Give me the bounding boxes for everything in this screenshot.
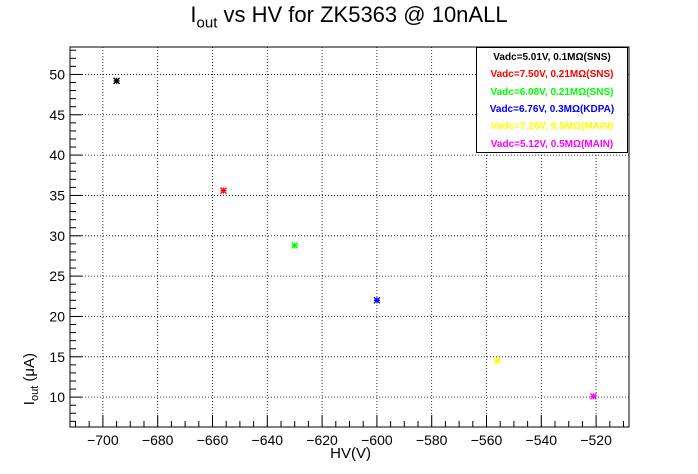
y-tick-label: 50 [49, 66, 65, 82]
data-point [589, 392, 597, 400]
chart-title: Iout vs HV for ZK5363 @ 10nALL [0, 2, 698, 31]
x-tick-label: −560 [471, 432, 503, 448]
data-point [373, 296, 381, 304]
x-tick-label: −600 [361, 432, 393, 448]
x-tick-label: −620 [306, 432, 338, 448]
legend-entry: Vadc=5.01V, 0.1MΩ(SNS) [493, 52, 611, 63]
y-tick-label: 25 [49, 268, 65, 284]
data-point [494, 357, 501, 365]
legend-entry: Vadc=7.26V, 0.5MΩ(MAIN) [490, 121, 614, 133]
chart-title-main: I [190, 2, 197, 27]
y-tick-label: 30 [49, 228, 65, 244]
y-tick-label: 15 [49, 349, 65, 365]
x-tick-label: −580 [416, 432, 448, 448]
y-tick-label: 45 [49, 107, 65, 123]
x-tick-label: −640 [252, 432, 284, 448]
chart-title-subscript: out [196, 14, 218, 32]
y-tick-label: 20 [49, 308, 65, 324]
x-tick-label: −660 [197, 432, 229, 448]
data-point [219, 187, 227, 195]
x-tick-label: −540 [526, 432, 558, 448]
legend-entry: Vadc=5.12V, 0.5MΩ(MAIN) [490, 138, 614, 150]
y-axis-label: Iout (μA) [21, 353, 41, 405]
x-tick-label: −680 [142, 432, 174, 448]
y-tick-label: 35 [49, 187, 65, 203]
y-tick-label: 10 [49, 389, 65, 405]
legend-entry: Vadc=7.50V, 0.21MΩ(SNS) [490, 69, 614, 81]
data-point [291, 242, 299, 249]
chart-title-rest: vs HV for ZK5363 @ 10nALL [217, 2, 508, 27]
legend-entry: Vadc=6.76V, 0.3MΩ(KDPA) [489, 103, 615, 115]
x-tick-label: −520 [580, 432, 612, 448]
data-point [113, 77, 121, 85]
x-tick-label: −700 [87, 432, 119, 448]
y-tick-label: 40 [49, 147, 65, 163]
chart-legend: Vadc=5.01V, 0.1MΩ(SNS) Vadc=7.50V, 0.21MΩ… [476, 47, 628, 153]
legend-entry: Vadc=6.08V, 0.21MΩ(SNS) [490, 86, 614, 98]
x-axis-label: HV(V) [330, 445, 371, 462]
